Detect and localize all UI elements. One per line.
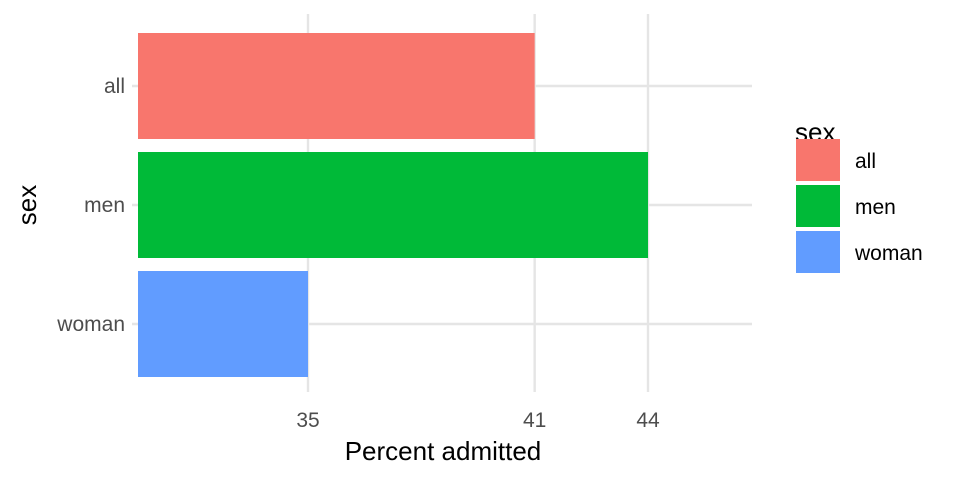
- y-tick-label-woman: woman: [56, 313, 125, 336]
- x-tick-label-35: 35: [296, 409, 319, 432]
- y-tick-label-men: men: [84, 194, 125, 217]
- bars: [138, 33, 648, 377]
- legend-swatch-men: [796, 185, 840, 227]
- y-tick-label-all: all: [104, 75, 125, 98]
- bar-woman: [138, 271, 308, 377]
- legend-label-men: men: [855, 196, 896, 219]
- x-tick-labels: 35 41 44: [296, 409, 660, 432]
- legend-swatch-woman: [796, 231, 840, 273]
- x-tick-label-44: 44: [636, 409, 660, 432]
- bar-all: [138, 33, 535, 139]
- legend-label-all: all: [855, 150, 876, 173]
- legend-label-woman: woman: [854, 242, 923, 265]
- y-tick-labels: all men woman: [56, 75, 125, 336]
- x-axis-title: Percent admitted: [345, 436, 542, 466]
- x-tick-label-41: 41: [523, 409, 546, 432]
- legend-swatch-all: [796, 139, 840, 181]
- bar-men: [138, 152, 648, 258]
- y-axis-title: sex: [12, 185, 42, 225]
